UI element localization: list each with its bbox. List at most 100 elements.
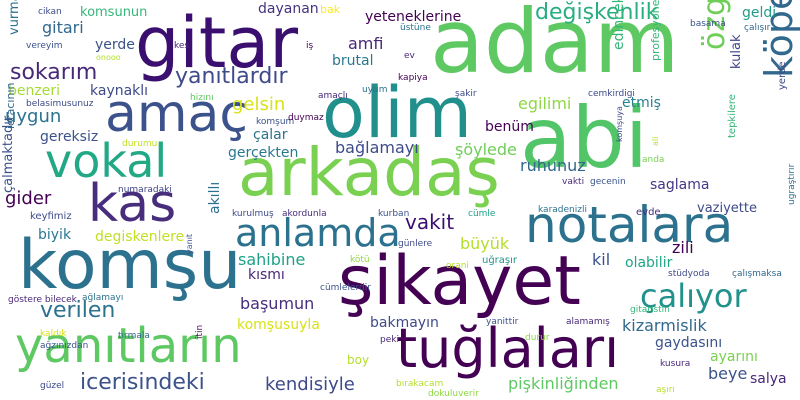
word-kismi: kısmı: [248, 267, 285, 283]
word-gunlere: günlere: [398, 239, 433, 249]
word-brutal: brutal: [332, 53, 374, 69]
word-kotu: kötü: [350, 255, 370, 265]
word-salya: salya: [750, 371, 787, 387]
word-evde: evde: [636, 207, 661, 218]
word-beye: beye: [708, 364, 748, 383]
word-durumu: durumu: [122, 139, 158, 149]
word-agzinizdan: ağzınızdan: [40, 341, 89, 351]
word-ali: ali: [651, 136, 660, 146]
word-guzel: güzel: [40, 381, 65, 391]
word-olabilir: olabilir: [625, 255, 673, 271]
word-gider: gider: [5, 188, 52, 209]
word-peki: peki: [380, 335, 399, 345]
word-edincek: edincek: [611, 0, 627, 50]
word-etmis: etmiş: [622, 95, 661, 111]
word-vaziyette: vaziyette: [697, 201, 757, 216]
word-piskinliginden: pişkinliğinden: [508, 374, 619, 393]
word-gosterebilecek: göstere bilecek: [8, 295, 77, 305]
word-itin: itin: [195, 324, 205, 339]
word-cikan: cikan: [38, 7, 62, 17]
word-belasimusunuz: belasimusunuz: [26, 99, 94, 109]
word-studyoda: stüdyoda: [668, 269, 710, 279]
word-asiri: aşırı: [656, 385, 675, 395]
word-uygun: uygun: [5, 106, 62, 127]
word-gercekten: gerçekten: [228, 145, 299, 161]
word-ev: ev: [404, 51, 415, 61]
word-vakit: vakit: [405, 210, 455, 234]
word-ugrasir: uğraşır: [482, 255, 518, 266]
word-olim: olim: [322, 72, 472, 154]
word-amac: amaç: [105, 84, 248, 144]
word-kil: kil: [592, 250, 611, 269]
word-calismaksa: çalışmaksa: [732, 269, 782, 279]
word-gitar: gitar: [135, 2, 299, 84]
word-cumlelerdir: cümlelerdir: [320, 283, 371, 293]
word-ayarini: ayarını: [710, 349, 758, 365]
word-ugrastirir: ugraştırır: [787, 163, 797, 205]
word-baglamayi: bağlamayı: [335, 138, 419, 157]
word-icerisindeki: icerisindeki: [80, 370, 205, 395]
word-komsum: komşum: [256, 117, 295, 127]
word-cemkirdigi: cemkirdigi: [588, 89, 635, 99]
word-vokal: vokal: [45, 134, 168, 188]
word-dokuluverir: dokuluverir: [428, 389, 479, 399]
word-sikayet: şikayet: [338, 242, 581, 321]
word-gaydasini: gaydasını: [655, 335, 723, 351]
word-tepkilere: tepkilere: [727, 94, 738, 138]
word-ustune: üstüne: [400, 23, 431, 33]
word-basama: basama: [690, 19, 726, 29]
word-gecenin: gecenin: [590, 177, 626, 187]
word-basumun: başumun: [240, 294, 315, 313]
word-icracinin: icracının: [4, 82, 17, 129]
word-bak: bak: [320, 3, 341, 16]
word-yeteneklerine: yeteneklerine: [365, 9, 462, 25]
word-buyuk: büyük: [460, 234, 510, 253]
word-vurma: vurma: [7, 0, 22, 35]
word-benum: benüm: [485, 119, 534, 135]
word-amacli: amaçlı: [318, 91, 348, 101]
word-yerde-2: yerde: [777, 61, 788, 90]
word-uyum: uyum: [362, 85, 388, 95]
word-yanit: yanıt: [185, 233, 194, 254]
word-orani: orani: [446, 261, 469, 271]
word-kusura: kusura: [660, 359, 691, 369]
word-numaradaki: numaradaki: [118, 185, 172, 195]
word-hizini: hizını: [190, 93, 214, 103]
word-anda: anda: [642, 155, 665, 165]
word-akordunla: akordunla: [282, 209, 327, 219]
word-anlamda: anlamda: [235, 211, 401, 255]
word-gelsin: gelsin: [232, 94, 286, 115]
word-birakacam: bırakacam: [396, 379, 444, 389]
word-adam: adam: [430, 0, 680, 93]
word-durur: durur: [525, 333, 550, 343]
word-zili: zili: [672, 238, 694, 257]
word-yanitlardir: yanıtlardır: [175, 64, 288, 89]
word-bakmayin: bakmayın: [370, 315, 439, 331]
word-duymaz: duymaz: [288, 113, 324, 123]
word-kizarmislik: kizarmislik: [622, 316, 707, 335]
word-calar: çalar: [253, 127, 288, 143]
word-saglama: saglama: [650, 177, 710, 193]
word-gitaristin: gitaristin: [630, 305, 670, 315]
word-vereyim: vereyim: [26, 41, 63, 51]
word-keyfimiz: keyfimiz: [30, 211, 72, 222]
word-komsusuyla: komşusuyla: [237, 317, 320, 333]
word-is: iş: [306, 41, 314, 51]
word-soylede: şöylede: [455, 140, 517, 159]
word-kurulmus: kurulmuş: [232, 209, 274, 219]
word-ruhunuz: ruhunuz: [520, 156, 586, 175]
word-caliyor: çalıyor: [640, 277, 747, 315]
word-sakir: şakir: [455, 89, 477, 99]
word-vakti: vakti: [562, 177, 585, 187]
word-geldi: geldi: [742, 5, 777, 21]
word-amfi: amfi: [348, 34, 384, 53]
word-degiskenlere: degiskenlere: [95, 229, 185, 245]
word-kapiya: kapiya: [398, 73, 428, 83]
word-sokarim: sokarım: [10, 60, 98, 85]
word-aglamayi: ağlamayı: [82, 293, 124, 303]
word-arkadas: arkadaş: [238, 134, 500, 211]
word-benzeri: benzeri: [8, 83, 60, 99]
word-yerde: yerde: [95, 37, 135, 53]
word-komsunun: komsunun: [80, 5, 148, 20]
